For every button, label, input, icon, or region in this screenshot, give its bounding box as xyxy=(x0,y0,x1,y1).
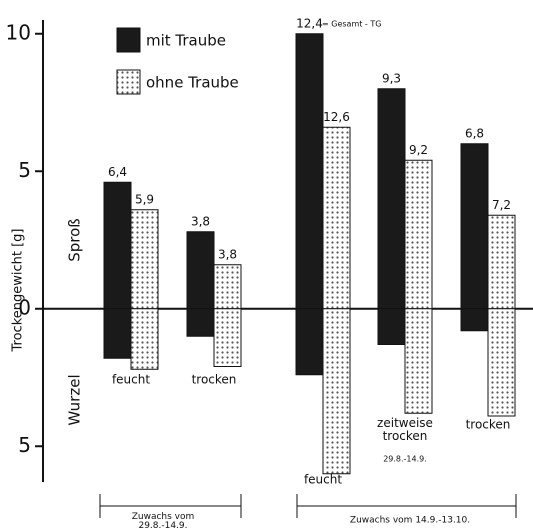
shoot-bar xyxy=(103,181,132,310)
shoot-bar xyxy=(295,33,324,310)
legend-swatch xyxy=(116,69,141,95)
shoot-bar xyxy=(487,214,516,310)
root-bar xyxy=(295,308,324,376)
shoot-bar xyxy=(322,126,351,310)
shoot-bar xyxy=(377,88,406,310)
total-label: 7,2 xyxy=(492,198,511,212)
category-note: 29.8.-14.9. xyxy=(383,455,427,464)
shoot-bar xyxy=(213,264,242,310)
total-label: 5,9 xyxy=(135,192,154,206)
root-bar xyxy=(130,308,159,370)
root-bar xyxy=(186,308,215,337)
y-tick-label: 5 xyxy=(18,433,31,457)
group-label: Zuwachs vom 14.9.-13.10. xyxy=(350,516,470,526)
root-bar xyxy=(213,308,242,367)
root-label: Wurzel xyxy=(66,374,84,425)
y-axis-label: Trockengewicht [g] xyxy=(11,229,26,353)
shoot-bar xyxy=(460,143,489,310)
root-bar xyxy=(404,308,433,414)
total-label: 12,6 xyxy=(323,110,350,124)
group-label: Zuwachs vom 29.8.-14.9. xyxy=(132,512,195,531)
root-bar xyxy=(103,308,132,359)
shoot-bar xyxy=(404,159,433,310)
legend-label: mit Traube xyxy=(146,32,226,50)
total-label: 6,4 xyxy=(108,165,127,179)
root-bar xyxy=(377,308,406,345)
y-tick-label: 10 xyxy=(6,20,31,44)
category-label: zeitweise trocken xyxy=(377,416,433,443)
y-tick-label: 5 xyxy=(18,158,31,182)
root-bar xyxy=(487,308,516,417)
shoot-bar xyxy=(130,209,159,310)
total-label: 9,2 xyxy=(409,143,428,157)
total-label: 9,3 xyxy=(382,71,401,85)
root-bar xyxy=(460,308,489,332)
category-label: feucht xyxy=(304,473,342,487)
category-label: trocken xyxy=(192,373,237,387)
legend-label: ohne Traube xyxy=(146,74,239,92)
category-label: trocken xyxy=(466,418,511,432)
y-tick-label: 0 xyxy=(18,295,31,319)
total-label: 12,4 xyxy=(296,16,323,30)
total-label: 3,8 xyxy=(218,247,237,261)
shoot-bar xyxy=(186,231,215,310)
legend-swatch xyxy=(116,27,141,53)
category-label: feucht xyxy=(112,373,150,387)
total-label: 6,8 xyxy=(465,126,484,140)
total-note: = Gesamt - TG xyxy=(322,19,381,28)
total-label: 3,8 xyxy=(191,214,210,228)
shoot-label: Sproß xyxy=(66,218,84,262)
root-bar xyxy=(322,308,351,475)
